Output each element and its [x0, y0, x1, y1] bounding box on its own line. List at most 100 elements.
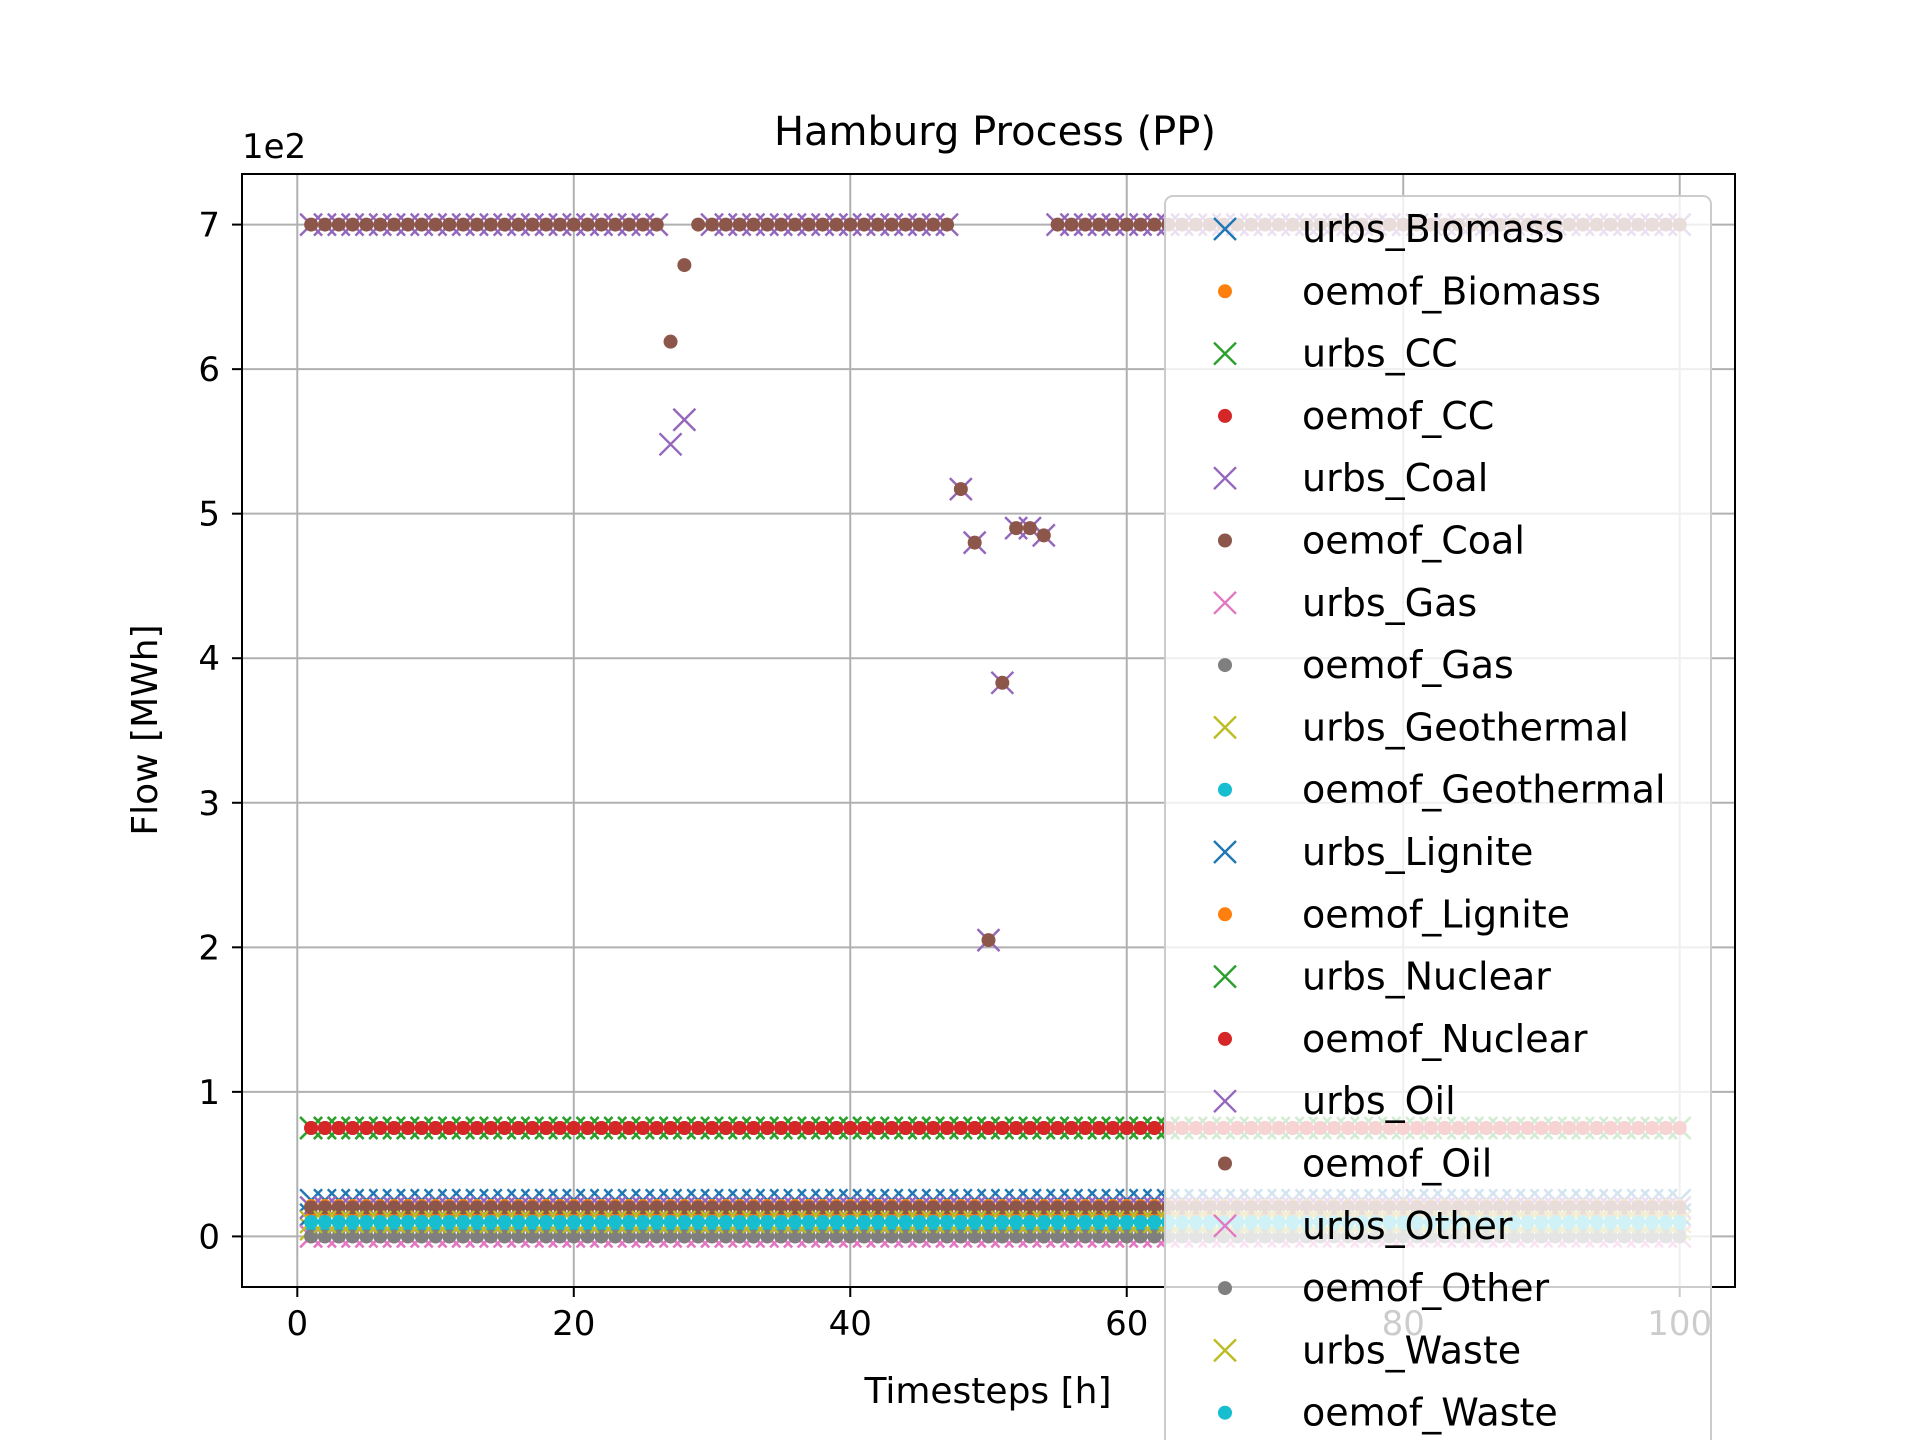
data-point [483, 1214, 498, 1229]
data-point [1092, 1121, 1107, 1135]
x-tick-label: 20 [552, 1304, 595, 1344]
legend-marker [1213, 1089, 1237, 1114]
data-point [442, 1214, 457, 1229]
data-point [1133, 1214, 1148, 1229]
legend-marker [1218, 1281, 1232, 1296]
data-point [1078, 217, 1093, 232]
legend-marker [1213, 590, 1237, 615]
legend-label: oemof_Waste [1302, 1391, 1558, 1435]
data-point [387, 217, 402, 232]
data-point [829, 1214, 844, 1229]
data-point [470, 1214, 485, 1229]
data-point [981, 1214, 996, 1229]
data-point [470, 217, 485, 232]
data-point [857, 1121, 872, 1135]
x-axis-label: Timesteps [h] [863, 1371, 1111, 1412]
data-point [677, 258, 692, 273]
data-point [456, 1214, 471, 1229]
data-point [304, 217, 319, 232]
data-point [359, 1214, 374, 1229]
data-point [608, 217, 623, 232]
legend-label: urbs_Nuclear [1302, 955, 1551, 999]
data-point [304, 1214, 319, 1229]
data-point [428, 217, 443, 232]
data-point [981, 933, 996, 948]
legend-entry: oemof_Coal [1218, 519, 1525, 563]
data-point [345, 217, 360, 232]
data-point [400, 217, 415, 232]
data-point [1147, 1121, 1162, 1135]
data-point [718, 217, 733, 232]
legend-marker [1213, 217, 1237, 241]
data-point [428, 1214, 443, 1229]
legend-label: oemof_Oil [1302, 1142, 1492, 1186]
data-point [857, 217, 872, 232]
data-point [940, 217, 955, 232]
data-point [525, 217, 540, 232]
data-point [995, 1214, 1010, 1229]
data-point [898, 217, 913, 232]
data-point [635, 217, 650, 232]
data-point [940, 1121, 955, 1135]
legend-entry: oemof_Biomass [1218, 269, 1601, 313]
legend-entry: oemof_Waste [1218, 1391, 1558, 1435]
data-point [857, 1214, 872, 1229]
data-point [497, 1121, 512, 1135]
data-point [649, 1121, 664, 1135]
legend-label: urbs_Lignite [1302, 830, 1533, 874]
data-point [870, 1121, 885, 1135]
legend-marker [1218, 1031, 1232, 1046]
data-point [658, 432, 683, 457]
data-point [511, 1121, 526, 1135]
data-point [331, 1214, 346, 1229]
data-point [787, 1121, 802, 1135]
legend-label: oemof_Geothermal [1302, 768, 1666, 812]
data-point [400, 1214, 415, 1229]
data-point [1009, 1214, 1024, 1229]
data-point [387, 1121, 402, 1135]
data-point [677, 1121, 692, 1135]
data-point [428, 1121, 443, 1135]
y-tick-label: 5 [198, 495, 220, 535]
data-point [1022, 1214, 1037, 1229]
legend-label: oemof_Gas [1302, 643, 1514, 687]
data-point [594, 1214, 609, 1229]
data-point [672, 407, 697, 432]
data-point [967, 535, 982, 550]
data-point [400, 1121, 415, 1135]
data-point [884, 1121, 899, 1135]
data-point [718, 1121, 733, 1135]
legend-entry: oemof_Other [1218, 1266, 1550, 1310]
data-point [705, 217, 720, 232]
data-point [1022, 521, 1037, 536]
data-point [843, 1214, 858, 1229]
legend-entry: oemof_Nuclear [1218, 1017, 1588, 1061]
legend-entry: oemof_Gas [1218, 643, 1514, 687]
legend-entry: urbs_Oil [1213, 1079, 1456, 1123]
data-point [870, 1214, 885, 1229]
legend-marker [1213, 1213, 1237, 1238]
data-point [373, 217, 388, 232]
data-point [829, 1121, 844, 1135]
data-point [1050, 217, 1065, 232]
data-point [649, 1214, 664, 1229]
data-point [1009, 521, 1024, 536]
data-point [953, 1214, 968, 1229]
data-point [1009, 1121, 1024, 1135]
legend-marker [1218, 284, 1232, 299]
data-point [345, 1121, 360, 1135]
data-point [1050, 1121, 1065, 1135]
data-point [317, 1121, 332, 1135]
data-point [926, 217, 941, 232]
legend-label: urbs_Geothermal [1302, 705, 1629, 749]
y-tick-label: 7 [198, 206, 220, 246]
data-point [760, 1214, 775, 1229]
data-point [1147, 217, 1162, 232]
data-point [953, 482, 968, 497]
data-point [622, 1121, 637, 1135]
data-point [1036, 1121, 1051, 1135]
legend: urbs_Biomass oemof_Biomass urbs_CC oemof_CC… [1164, 195, 1712, 1440]
data-point [1092, 1214, 1107, 1229]
legend-entry: urbs_Lignite [1213, 830, 1533, 874]
legend-marker [1213, 840, 1237, 864]
